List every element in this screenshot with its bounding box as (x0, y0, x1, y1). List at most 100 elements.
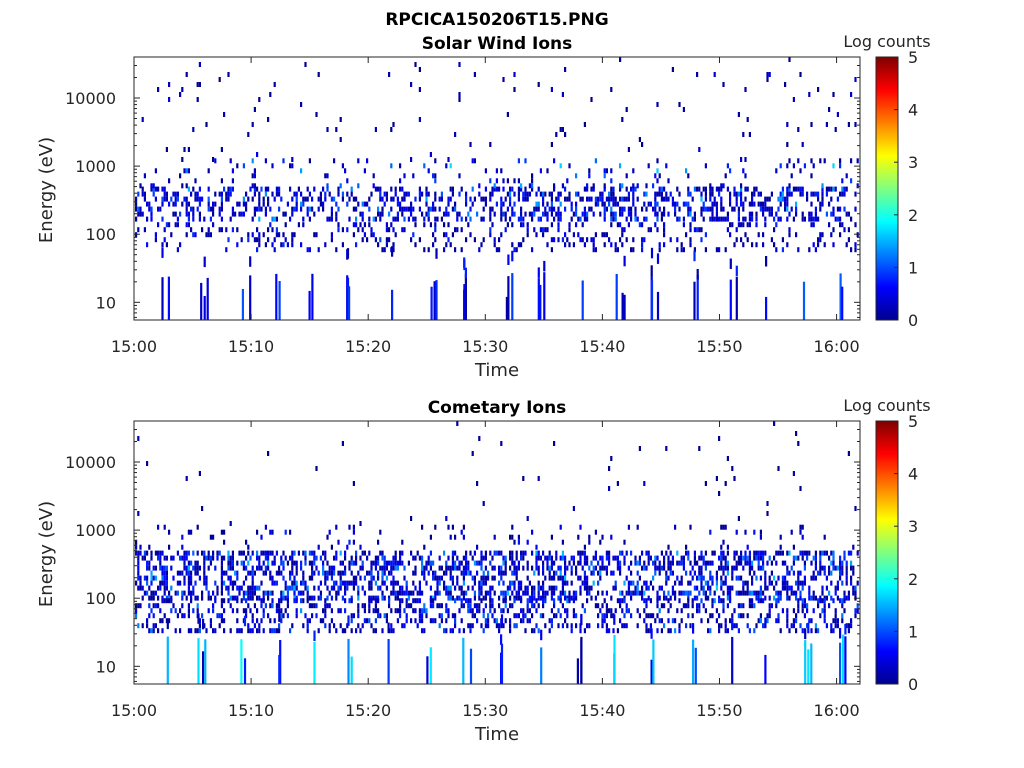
count-cell (718, 186, 721, 192)
count-cell (275, 232, 278, 238)
count-cell (632, 186, 635, 192)
count-cell (819, 613, 822, 619)
count-cell (821, 191, 824, 197)
count-cell (447, 237, 450, 243)
count-cell (462, 575, 465, 581)
count-cell (372, 628, 375, 634)
count-cell (709, 216, 712, 222)
count-cell (476, 570, 479, 576)
count-cell (264, 590, 267, 596)
count-cell (726, 550, 729, 556)
count-cell (786, 590, 789, 596)
count-cell (137, 206, 140, 212)
count-cell (630, 186, 633, 192)
count-cell (517, 186, 520, 192)
count-cell (784, 206, 787, 212)
count-cell (643, 580, 646, 586)
count-cell (300, 191, 303, 197)
count-cell (660, 191, 663, 197)
count-cell (597, 623, 600, 629)
count-cell (289, 555, 292, 561)
count-cell (205, 232, 208, 238)
count-cell (801, 216, 804, 222)
count-cell (223, 539, 226, 545)
count-cell (421, 524, 424, 530)
count-cell (689, 191, 692, 197)
count-cell (669, 191, 672, 197)
count-cell (564, 67, 567, 72)
count-cell (289, 570, 292, 576)
count-cell (852, 570, 855, 576)
count-cell (836, 580, 839, 586)
count-cell (638, 137, 641, 142)
y-tick-label: 10000 (65, 89, 116, 108)
count-cell (619, 196, 622, 202)
count-cell (748, 211, 751, 217)
count-cell (137, 623, 140, 629)
count-cell (311, 595, 314, 601)
count-cell (225, 196, 228, 202)
count-cell (220, 206, 223, 212)
count-cell (682, 555, 685, 561)
count-cell (247, 196, 250, 202)
count-cell (590, 186, 593, 192)
count-cell (687, 598, 690, 604)
count-cell (779, 534, 782, 540)
count-cell (720, 216, 723, 222)
count-cell (770, 237, 773, 243)
count-cell (399, 590, 402, 596)
count-cell (436, 590, 439, 596)
count-cell (267, 196, 270, 202)
count-cell (656, 628, 659, 634)
count-cell (535, 565, 538, 571)
count-cell (482, 216, 485, 222)
count-cell (275, 603, 278, 609)
count-cell (256, 237, 259, 243)
count-cell (550, 608, 553, 614)
count-cell (302, 598, 305, 604)
count-cell (291, 232, 294, 238)
count-cell (291, 196, 294, 202)
count-cell (333, 555, 336, 561)
count-cell (181, 157, 184, 162)
count-cell (658, 247, 661, 253)
count-cell (850, 178, 853, 184)
count-cell (251, 590, 254, 596)
count-cell (691, 196, 694, 202)
count-cell (416, 590, 419, 596)
count-cell (643, 216, 646, 222)
count-cell (432, 618, 435, 624)
y-tick-label: 1000 (75, 521, 116, 540)
count-cell (854, 613, 857, 619)
count-cell (161, 598, 164, 604)
count-cell (645, 191, 648, 197)
count-cell (399, 206, 402, 212)
count-cell (267, 451, 270, 456)
count-cell (704, 232, 707, 238)
count-cell (687, 186, 690, 192)
count-cell (537, 555, 540, 561)
count-cell (515, 623, 518, 629)
count-cell (269, 590, 272, 596)
count-cell (383, 555, 386, 561)
count-cell (214, 598, 217, 604)
count-cell (341, 441, 344, 446)
count-cell (715, 575, 718, 581)
spike-cell (693, 250, 696, 262)
count-cell (289, 163, 292, 169)
count-cell (337, 608, 340, 614)
count-cell (555, 585, 558, 591)
count-cell (700, 570, 703, 576)
count-cell (709, 206, 712, 212)
count-cell (225, 570, 228, 576)
count-cell (786, 163, 789, 169)
count-cell (803, 603, 806, 609)
count-cell (137, 191, 140, 197)
count-cell (632, 237, 635, 243)
count-cell (823, 603, 826, 609)
count-cell (410, 211, 413, 217)
count-cell (460, 247, 463, 253)
count-cell (786, 570, 789, 576)
count-cell (207, 168, 210, 174)
count-cell (709, 183, 712, 189)
